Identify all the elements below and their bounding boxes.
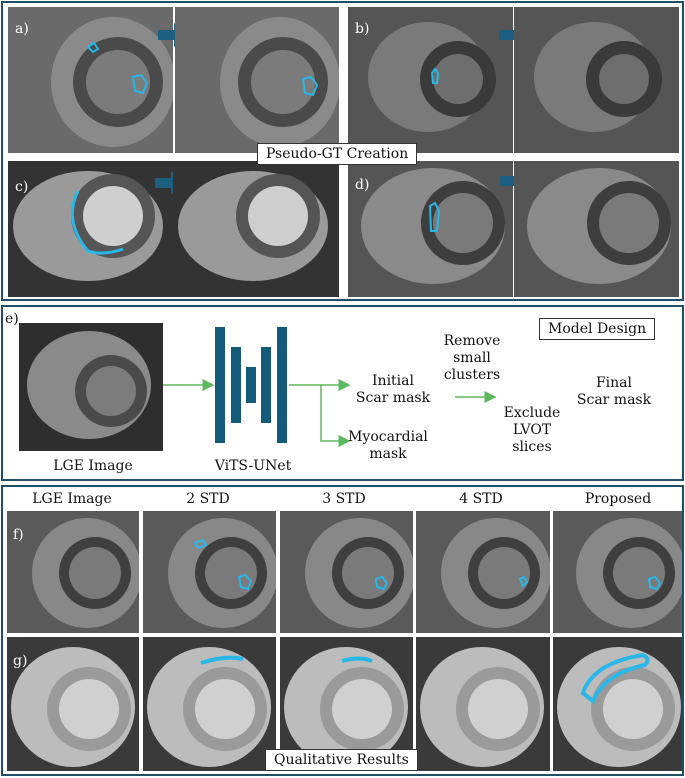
result-f-2std [143,511,276,633]
final-mask-text: Final Scar mask [576,375,652,408]
lge-image-label: LGE Image [53,458,133,474]
vits-unet-network-icon [215,327,287,443]
mri-image-b-input [348,7,513,153]
result-g-4std [416,637,550,771]
mri-image-c-input [8,161,173,297]
column-header-2std: 2 STD [186,491,230,507]
column-header-lge: LGE Image [32,491,112,507]
qualitative-results-panel: LGE Image 2 STD 3 STD 4 STD Proposed f) … [1,485,684,776]
flow-arrows [163,379,497,447]
result-f-3std [280,511,413,633]
result-f-lge [7,511,139,633]
panel-letter-c: c) [15,179,29,195]
result-f-4std [416,511,550,633]
model-design-panel: e) LGE Image ViTS-UNet Initial Scar mask… [1,305,684,481]
panel-letter-e: e) [5,311,19,327]
final-mask-label: Final Scar mask [569,375,659,409]
exclude-lvot-text: Exclude LVOT slices [503,405,561,455]
mri-image-d-output [514,161,679,297]
panel-letter-d: d) [355,177,370,193]
remove-clusters-text: Remove small clusters [443,333,501,383]
result-g-proposed [553,637,682,771]
result-g-2std [143,637,276,771]
column-header-proposed: Proposed [584,491,652,507]
pseudo-gt-panel: a) b) c) [1,1,684,301]
pseudo-gt-title: Pseudo-GT Creation [257,143,418,165]
initial-mask-text: Initial Scar mask [355,373,431,406]
mri-image-c-output [173,161,339,297]
row-letter-g: g) [13,653,28,669]
mri-image-d-input [348,161,513,297]
result-f-proposed [553,511,682,633]
network-label: ViTS-UNet [214,458,292,474]
qualitative-results-title: Qualitative Results [265,749,418,771]
result-g-lge [7,637,139,771]
mri-image-a-output [175,7,339,153]
myocardial-mask-label: Myocardial mask [348,429,428,463]
mri-image-b-output [514,7,679,153]
column-header-4std: 4 STD [459,491,503,507]
panel-letter-a: a) [15,21,29,37]
initial-mask-label: Initial Scar mask [353,373,433,407]
mri-image-a-input [8,7,173,153]
lge-input-image [19,323,163,451]
row-letter-f: f) [13,527,24,543]
result-g-3std [280,637,413,771]
model-design-title: Model Design [539,318,656,340]
panel-letter-b: b) [355,21,370,37]
myocardial-mask-text: Myocardial mask [348,429,428,462]
remove-clusters-label: Remove small clusters [437,333,507,384]
column-header-3std: 3 STD [322,491,366,507]
exclude-lvot-label: Exclude LVOT slices [497,405,567,456]
